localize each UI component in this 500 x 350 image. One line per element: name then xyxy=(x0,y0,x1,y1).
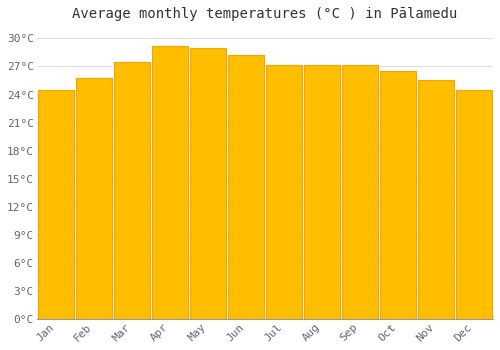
Bar xyxy=(190,48,226,319)
Bar xyxy=(266,65,302,319)
Bar xyxy=(304,65,340,319)
Title: Average monthly temperatures (°C ) in Pālamedu: Average monthly temperatures (°C ) in Pā… xyxy=(72,7,458,21)
Bar xyxy=(152,46,188,319)
Bar xyxy=(342,65,378,319)
Bar xyxy=(114,62,150,319)
Bar xyxy=(76,78,112,319)
Bar xyxy=(38,90,74,319)
Bar xyxy=(380,71,416,319)
Bar xyxy=(228,55,264,319)
Bar xyxy=(418,80,454,319)
Bar xyxy=(456,90,492,319)
